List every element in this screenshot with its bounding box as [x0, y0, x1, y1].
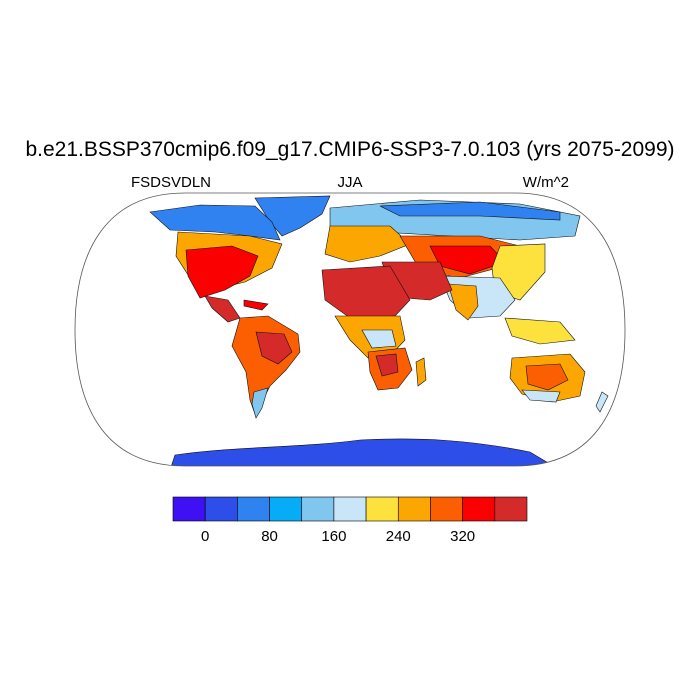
colorbar-box-7	[397, 496, 431, 522]
colorbar-tick-label: 240	[385, 528, 411, 545]
land-eurasia-north-cold	[379, 201, 561, 221]
land-antarctica	[169, 438, 562, 466]
units-label: W/m^2	[522, 174, 569, 191]
land-central-america	[204, 295, 241, 323]
colorbar-box-0	[172, 496, 206, 522]
land-south-america	[231, 315, 301, 415]
variable-label: FSDSVDLN	[131, 174, 212, 191]
land-south-america-south	[251, 387, 269, 419]
land-africa-south-core	[375, 353, 399, 377]
land-south-america-core	[255, 331, 293, 365]
colorbar-tick-label: 0	[201, 528, 210, 545]
figure-title: b.e21.BSSP370cmip6.f09_g17.CMIP6-SSP3-7.…	[25, 138, 675, 161]
colorbar-box-1	[204, 496, 238, 522]
land-madagascar	[415, 357, 427, 387]
colorbar-box-4	[301, 496, 335, 522]
land-australia-core	[525, 363, 569, 391]
colorbar-tick-label: 160	[321, 528, 347, 545]
land-layer	[149, 195, 609, 466]
land-india	[447, 283, 479, 321]
colorbar-box-8	[430, 496, 463, 522]
land-new-zealand	[595, 391, 609, 413]
colorbar-box-10	[494, 496, 528, 522]
colorbar-tick-label: 320	[450, 528, 476, 545]
colorbar-tick-label: 80	[261, 528, 278, 545]
colorbar	[172, 496, 528, 522]
land-north-america-north	[149, 204, 281, 241]
map-boundary	[74, 192, 626, 467]
colorbar-box-9	[462, 496, 496, 522]
land-caribbean	[243, 299, 269, 311]
land-north-america-core	[185, 245, 259, 299]
land-se-asia-islands	[504, 317, 576, 345]
colorbar-box-6	[365, 496, 399, 522]
colorbar-box-2	[237, 496, 270, 522]
colorbar-box-5	[333, 496, 367, 522]
land-europe	[324, 225, 411, 263]
land-africa-mid	[361, 329, 397, 349]
season-label: JJA	[337, 174, 363, 191]
colorbar-box-3	[269, 496, 303, 522]
land-australia-south	[521, 389, 561, 403]
